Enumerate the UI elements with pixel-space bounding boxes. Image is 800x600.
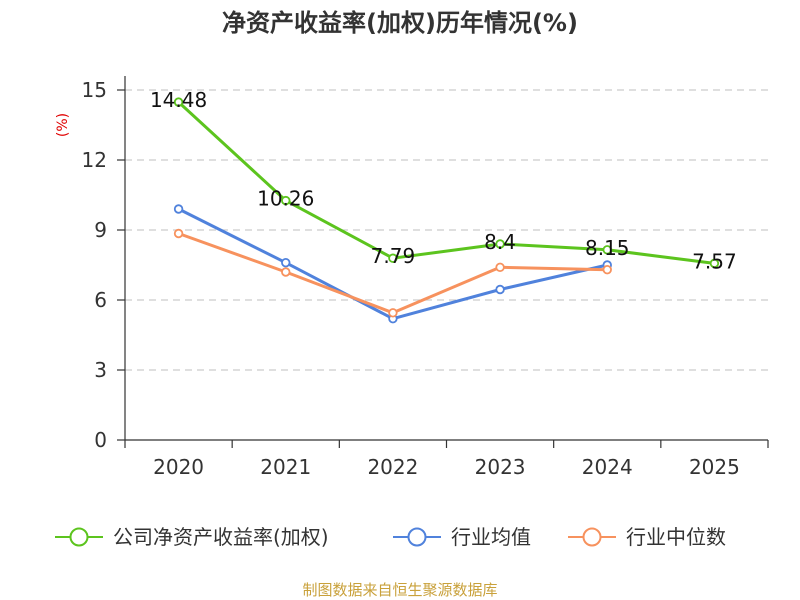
series-0-point-2023 (495, 239, 505, 249)
legend-label-2: 行业中位数 (626, 525, 726, 549)
x-tick-label-2023: 2023 (475, 455, 526, 479)
legend-label-1: 行业均值 (451, 525, 531, 549)
legend-label-0: 公司净资产收益率(加权) (113, 525, 329, 549)
x-tick-label-2024: 2024 (582, 455, 633, 479)
legend-marker-0 (69, 527, 89, 547)
data-labels: 14.48 10.26 7.79 8.4 8.15 7.57 (150, 88, 737, 273)
y-axis-label: (%) (55, 113, 71, 137)
x-tick-label-2020: 2020 (153, 455, 204, 479)
source-footer: 制图数据来自恒生聚源数据库 (302, 581, 497, 599)
series-0-point-2021 (281, 195, 291, 206)
series-0-point-2022 (388, 253, 398, 263)
legend-marker-1 (407, 527, 427, 547)
series-2-point-2022 (388, 308, 398, 318)
series-2-point-2021 (281, 267, 291, 277)
series-1-point-2021 (281, 257, 291, 268)
y-tick-label-0: 0 (94, 428, 107, 452)
data-label-2021: 10.26 (257, 187, 314, 211)
chart-title: 净资产收益率(加权)历年情况(%) (222, 9, 578, 37)
legend-item-1[interactable]: 行业均值 (393, 525, 531, 549)
series-0-point-2024 (602, 245, 612, 255)
series-layer (173, 97, 720, 324)
series-0-point-2025 (709, 258, 720, 269)
x-tick-label-2022: 2022 (367, 455, 418, 479)
data-label-2020: 14.48 (150, 88, 207, 112)
series-line-0 (177, 100, 716, 265)
series-2-point-2024 (602, 264, 612, 275)
y-tick-label-12: 12 (82, 148, 107, 172)
legend-item-0[interactable]: 公司净资产收益率(加权) (55, 525, 329, 549)
legend-item-2[interactable]: 行业中位数 (568, 525, 726, 549)
series-2-point-2023 (495, 262, 505, 273)
x-tick-label-2025: 2025 (689, 455, 740, 479)
data-label-2025: 7.57 (692, 249, 737, 273)
legend-marker-2 (582, 527, 602, 547)
x-tick-label-2021: 2021 (260, 455, 311, 479)
data-label-2023: 8.4 (484, 230, 516, 254)
series-1-point-2020 (173, 204, 184, 214)
axes: 0 3 6 9 12 15 2020 2021 2022 2023 2024 2025 (82, 76, 769, 479)
series-1-point-2023 (495, 284, 505, 295)
data-label-2022: 7.79 (371, 244, 416, 268)
series-2-point-2020 (173, 228, 184, 239)
legend: 公司净资产收益率(加权) 行业均值 行业中位数 (55, 525, 726, 549)
y-tick-label-15: 15 (82, 78, 107, 102)
data-label-2024: 8.15 (585, 236, 630, 260)
y-tick-label-3: 3 (94, 358, 107, 382)
y-tick-label-6: 6 (94, 288, 107, 312)
y-tick-label-9: 9 (94, 218, 107, 242)
series-0-point-2020 (173, 97, 184, 107)
